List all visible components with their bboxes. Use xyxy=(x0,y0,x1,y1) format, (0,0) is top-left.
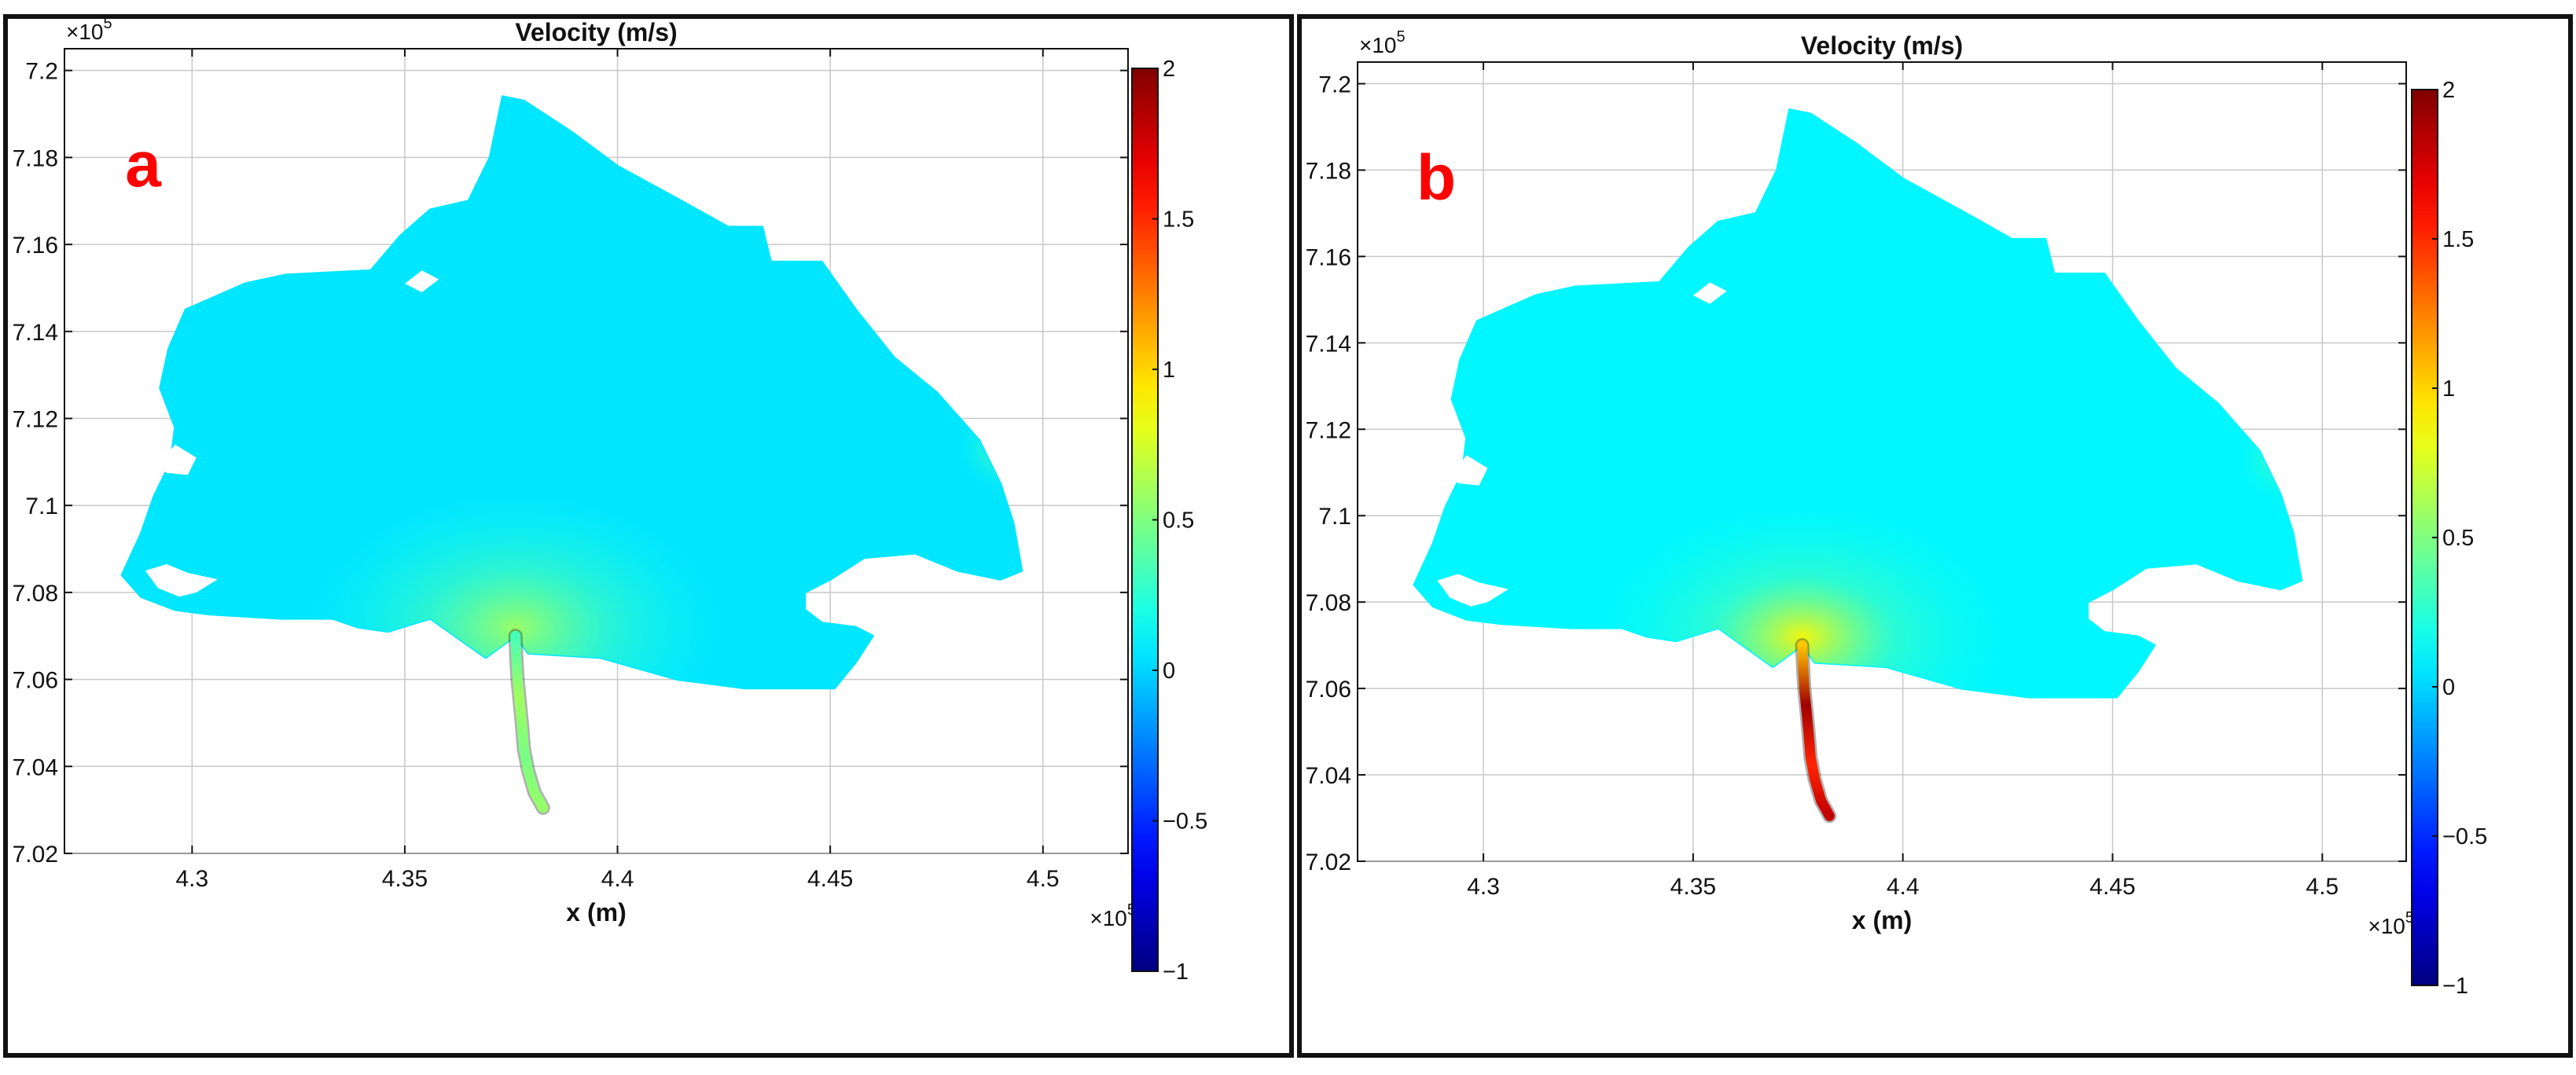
chart-panel-a: 4.3 4.35 4.4 4.45 4.5 7.02 7.04 7.06 7.08 7.1 7.12… xyxy=(3,14,1294,1058)
colorbar-tick-label: 2 xyxy=(2442,78,2455,103)
outlet-channel xyxy=(510,630,549,813)
colorbar-tick-label: 1 xyxy=(1163,358,1175,383)
panel-label: a xyxy=(125,129,162,200)
x-tick-label: 4.45 xyxy=(2089,874,2135,900)
outlet-high-velocity-zone xyxy=(1597,503,2007,698)
island-3 xyxy=(1692,282,1727,304)
y-tick-label: 7.02 xyxy=(1306,849,1351,875)
x-tick-label: 4.3 xyxy=(1467,874,1500,900)
colorbar-tick-label: 0 xyxy=(2442,675,2455,700)
panel-label: b xyxy=(1417,142,1456,214)
y-tick-label: 7.2 xyxy=(25,59,58,85)
island-2 xyxy=(158,444,197,475)
island-1 xyxy=(145,563,218,597)
x-multiplier: ×105 xyxy=(2368,909,2414,938)
y-tick-label: 7.06 xyxy=(13,668,58,694)
x-tick-label: 4.45 xyxy=(807,866,853,892)
outlet-channel xyxy=(1797,640,1835,821)
y-tick-label: 7.08 xyxy=(13,581,58,607)
x-tick-label: 4.4 xyxy=(601,866,634,892)
y-tick-label: 7.04 xyxy=(1306,763,1351,789)
colorbar-tick-label: −1 xyxy=(1163,959,1189,985)
colorbar-tick-label: −0.5 xyxy=(1163,809,1207,835)
x-tick-label: 4.35 xyxy=(382,866,428,892)
y-multiplier: ×105 xyxy=(1359,28,1406,57)
colorbar-tick-label: 0.5 xyxy=(2442,526,2474,551)
chart-title: Velocity (m/s) xyxy=(515,19,677,46)
island-1 xyxy=(1437,574,1509,607)
x-tick-label: 4.35 xyxy=(1670,874,1716,900)
y-tick-label: 7.02 xyxy=(13,842,58,868)
chart-b-svg: 4.3 4.35 4.4 4.45 4.5 7.02 7.04 7.06 7.08 7.1 7.12… xyxy=(1306,28,2488,999)
y-tick-label: 7.1 xyxy=(1318,504,1351,530)
y-tick-label: 7.16 xyxy=(13,233,58,259)
x-multiplier: ×105 xyxy=(1090,901,1136,930)
y-tick-label: 7.14 xyxy=(13,320,58,346)
chart-title: Velocity (m/s) xyxy=(1801,31,1963,60)
y-tick-label: 7.14 xyxy=(1306,331,1351,357)
x-axis-label: x (m) xyxy=(1852,906,1912,934)
y-multiplier: ×105 xyxy=(66,19,112,44)
x-tick-label: 4.3 xyxy=(176,866,209,892)
colorbar-tick-label: 2 xyxy=(1163,57,1175,82)
y-tick-label: 7.18 xyxy=(1306,158,1351,184)
colorbar-tick-label: 1.5 xyxy=(1163,207,1194,233)
colorbar-tick-label: −0.5 xyxy=(2442,824,2487,849)
colorbar-tick-label: 0 xyxy=(1163,659,1175,684)
island-2 xyxy=(1450,455,1488,486)
y-tick-label: 7.12 xyxy=(13,406,58,432)
y-tick-label: 7.16 xyxy=(1306,244,1351,270)
y-tick-label: 7.06 xyxy=(1306,677,1351,703)
y-tick-label: 7.18 xyxy=(13,145,58,171)
x-axis-label: x (m) xyxy=(566,898,626,926)
colorbar-tick-label: −1 xyxy=(2442,974,2468,999)
colorbar-tick-label: 0.5 xyxy=(1163,508,1194,534)
chart-panel-b: 4.3 4.35 4.4 4.45 4.5 7.02 7.04 7.06 7.08 7.1 7.12… xyxy=(1297,14,2573,1058)
x-tick-label: 4.5 xyxy=(1027,866,1060,892)
x-tick-label: 4.5 xyxy=(2306,874,2339,900)
colorbar-tick-label: 1 xyxy=(2442,376,2455,402)
colorbar-tick-label: 1.5 xyxy=(2442,227,2474,252)
outlet-high-velocity-zone xyxy=(311,493,720,688)
island-3 xyxy=(405,270,439,292)
y-tick-label: 7.1 xyxy=(25,493,58,519)
y-tick-label: 7.04 xyxy=(13,754,58,780)
y-tick-label: 7.2 xyxy=(1318,72,1351,97)
chart-a-svg: 4.3 4.35 4.4 4.45 4.5 7.02 7.04 7.06 7.08 7.1 7.12… xyxy=(13,19,1208,985)
x-tick-label: 4.4 xyxy=(1887,874,1920,900)
y-tick-label: 7.12 xyxy=(1306,417,1351,443)
y-tick-label: 7.08 xyxy=(1306,590,1351,616)
